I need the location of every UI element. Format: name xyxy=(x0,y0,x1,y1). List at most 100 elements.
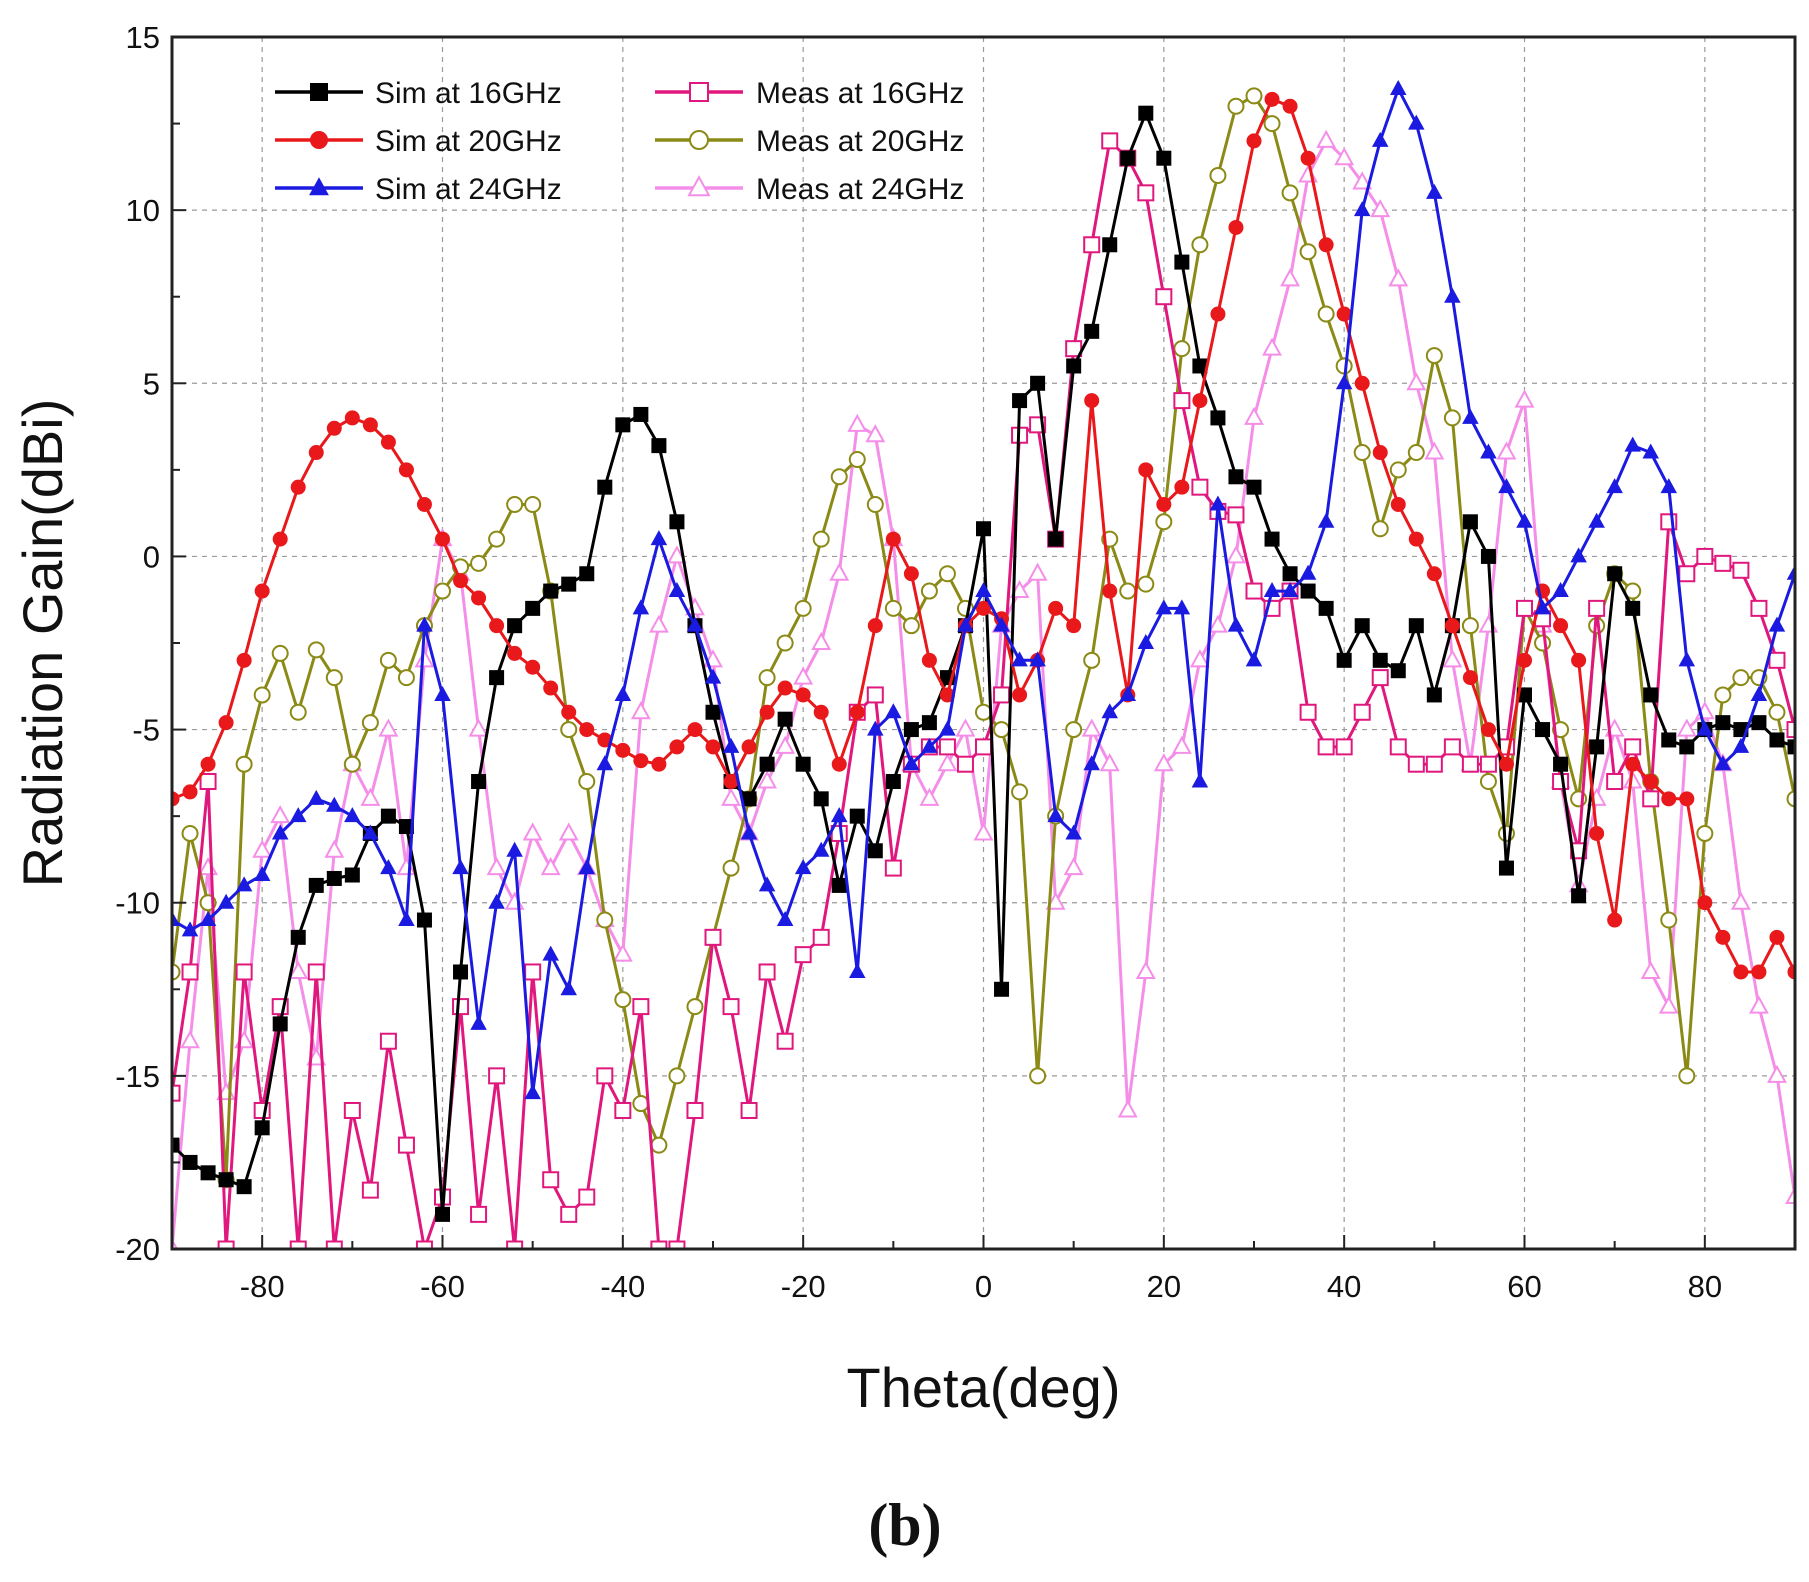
y-tick-label: 0 xyxy=(143,539,160,574)
data-point xyxy=(415,1240,433,1249)
data-point xyxy=(1173,599,1191,615)
data-point xyxy=(938,738,956,756)
data-point xyxy=(1372,445,1388,461)
data-point xyxy=(1353,201,1371,217)
data-point xyxy=(1137,184,1155,202)
data-point xyxy=(1245,651,1263,667)
data-point xyxy=(884,599,902,617)
data-point xyxy=(1624,436,1641,452)
data-point xyxy=(831,756,847,772)
data-point xyxy=(1571,652,1587,668)
data-point xyxy=(1408,114,1425,130)
data-point xyxy=(865,424,886,443)
data-point xyxy=(939,720,956,736)
data-point xyxy=(379,1032,397,1050)
data-point xyxy=(705,739,721,755)
data-point xyxy=(398,819,414,835)
data-point xyxy=(506,1240,524,1249)
data-point xyxy=(542,945,559,961)
data-point xyxy=(1281,184,1299,202)
data-point xyxy=(1245,582,1263,600)
data-point xyxy=(902,617,920,635)
legend-label: Meas at 24GHz xyxy=(756,173,964,206)
data-point xyxy=(1156,496,1172,512)
data-point xyxy=(1552,582,1569,598)
data-point xyxy=(866,686,884,704)
data-point xyxy=(218,715,234,731)
series-layer xyxy=(172,79,1795,1249)
x-tick-label: 60 xyxy=(1507,1269,1541,1304)
data-point xyxy=(416,616,433,632)
data-point xyxy=(1425,347,1443,365)
data-point xyxy=(849,962,866,978)
data-point xyxy=(525,600,541,616)
data-point xyxy=(1155,599,1173,615)
data-point xyxy=(867,618,883,634)
data-point xyxy=(200,1165,216,1181)
data-point xyxy=(235,755,253,773)
data-point xyxy=(1030,375,1046,391)
data-point xyxy=(668,1240,686,1249)
data-point xyxy=(704,668,722,684)
data-point xyxy=(669,514,685,530)
legend-label: Meas at 16GHz xyxy=(756,77,964,110)
data-point xyxy=(1643,687,1659,703)
data-point xyxy=(1715,929,1731,945)
data-point xyxy=(1751,715,1767,731)
data-point xyxy=(199,911,217,927)
data-point xyxy=(290,479,306,495)
data-point xyxy=(217,893,235,909)
data-point xyxy=(1785,1185,1795,1205)
data-point xyxy=(1299,243,1317,261)
series-sim-at-24ghz xyxy=(172,79,1795,1100)
data-point xyxy=(903,566,919,582)
data-point xyxy=(650,530,668,546)
data-point xyxy=(397,669,415,687)
data-point xyxy=(1676,718,1697,737)
data-point xyxy=(1173,392,1191,410)
data-point xyxy=(1173,340,1191,358)
data-point xyxy=(1120,150,1136,166)
data-point xyxy=(236,1179,252,1195)
data-point xyxy=(172,1137,180,1153)
data-point xyxy=(172,911,181,927)
data-point xyxy=(524,1084,541,1100)
data-point xyxy=(632,1095,650,1113)
data-point xyxy=(794,859,812,875)
data-point xyxy=(812,928,830,946)
data-point xyxy=(848,450,866,468)
data-point xyxy=(666,545,687,564)
data-point xyxy=(470,1014,487,1030)
data-point xyxy=(1750,685,1768,701)
data-point xyxy=(615,742,631,758)
data-point xyxy=(1371,131,1389,147)
data-point xyxy=(1029,1067,1047,1085)
data-point xyxy=(1461,755,1479,773)
legend-label: Sim at 24GHz xyxy=(375,173,562,206)
data-point xyxy=(198,857,219,876)
data-point xyxy=(795,756,811,772)
data-point xyxy=(488,893,505,909)
data-point xyxy=(830,807,848,823)
data-point xyxy=(1228,219,1244,235)
data-point xyxy=(1226,545,1246,564)
data-point xyxy=(1102,237,1118,253)
data-point xyxy=(1732,561,1750,579)
data-point xyxy=(758,963,776,981)
data-point xyxy=(669,739,685,755)
data-point xyxy=(1748,995,1769,1014)
data-point xyxy=(506,495,524,513)
data-point xyxy=(758,876,776,892)
data-point xyxy=(1318,600,1334,616)
data-point xyxy=(1081,718,1102,737)
data-point xyxy=(1066,618,1082,634)
data-point xyxy=(1011,783,1029,801)
data-point xyxy=(172,791,180,807)
data-point xyxy=(308,789,325,805)
data-point xyxy=(614,1101,632,1119)
data-point xyxy=(1407,755,1425,773)
data-point xyxy=(1353,703,1371,721)
data-point xyxy=(1444,287,1461,303)
data-point xyxy=(975,582,992,598)
data-point xyxy=(1280,268,1301,287)
